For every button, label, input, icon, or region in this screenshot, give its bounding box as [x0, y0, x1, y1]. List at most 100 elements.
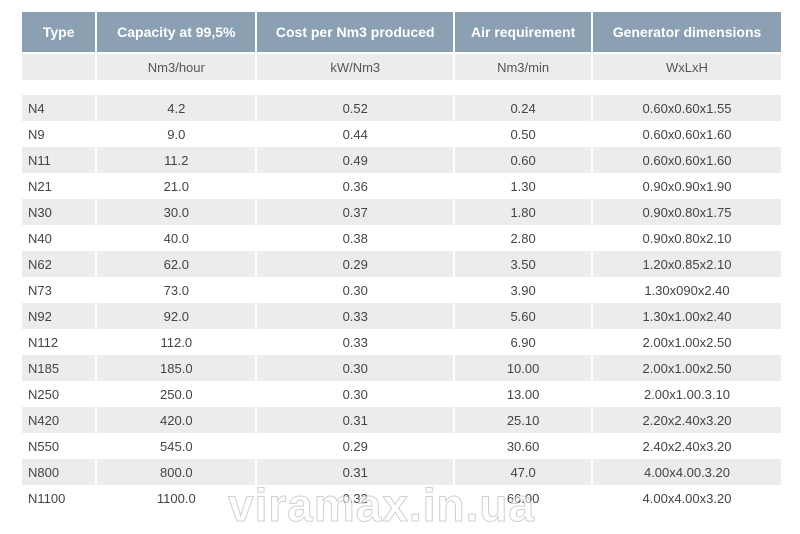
cell-capacity: 4.2 [97, 95, 256, 121]
table-row: N185 185.0 0.30 10.00 2.00x1.00x2.50 [22, 355, 781, 381]
cell-cost: 0.31 [257, 459, 454, 485]
cell-air: 0.60 [455, 147, 591, 173]
header-air: Air requirement [455, 12, 591, 54]
cell-cost: 0.31 [257, 407, 454, 433]
cell-type: N73 [22, 277, 96, 303]
cell-type: N21 [22, 173, 96, 199]
cell-type: N250 [22, 381, 96, 407]
cell-cost: 0.30 [257, 381, 454, 407]
cell-air: 3.90 [455, 277, 591, 303]
cell-dimensions: 0.60x0.60x1.60 [592, 147, 781, 173]
cell-dimensions: 0.60x0.60x1.60 [592, 121, 781, 147]
cell-capacity: 1100.0 [97, 485, 256, 511]
header-spacer [22, 80, 781, 95]
cell-capacity: 92.0 [97, 303, 256, 329]
table-row: N21 21.0 0.36 1.30 0.90x0.90x1.90 [22, 173, 781, 199]
cell-capacity: 185.0 [97, 355, 256, 381]
cell-capacity: 250.0 [97, 381, 256, 407]
cell-cost: 0.30 [257, 277, 454, 303]
cell-cost: 0.33 [257, 303, 454, 329]
cell-type: N9 [22, 121, 96, 147]
header-cost: Cost per Nm3 produced [257, 12, 454, 54]
cell-dimensions: 4.00x4.00x3.20 [592, 485, 781, 511]
table-body: N4 4.2 0.52 0.24 0.60x0.60x1.55 N9 9.0 0.44 0.50… [22, 95, 781, 511]
cell-air: 5.60 [455, 303, 591, 329]
unit-cost: kW/Nm3 [257, 54, 454, 80]
table-row: N1100 1100.0 0.32 66.00 4.00x4.00x3.20 [22, 485, 781, 511]
table-row: N73 73.0 0.30 3.90 1.30x090x2.40 [22, 277, 781, 303]
unit-air: Nm3/min [455, 54, 591, 80]
cell-capacity: 545.0 [97, 433, 256, 459]
cell-dimensions: 4.00x4.00.3.20 [592, 459, 781, 485]
cell-air: 0.24 [455, 95, 591, 121]
cell-type: N30 [22, 199, 96, 225]
cell-cost: 0.49 [257, 147, 454, 173]
cell-capacity: 420.0 [97, 407, 256, 433]
cell-capacity: 9.0 [97, 121, 256, 147]
cell-air: 2.80 [455, 225, 591, 251]
cell-air: 1.30 [455, 173, 591, 199]
cell-air: 1.80 [455, 199, 591, 225]
header-type: Type [22, 12, 96, 54]
cell-capacity: 30.0 [97, 199, 256, 225]
cell-cost: 0.44 [257, 121, 454, 147]
cell-air: 25.10 [455, 407, 591, 433]
cell-type: N1100 [22, 485, 96, 511]
cell-type: N11 [22, 147, 96, 173]
cell-type: N92 [22, 303, 96, 329]
cell-capacity: 800.0 [97, 459, 256, 485]
cell-cost: 0.52 [257, 95, 454, 121]
cell-type: N112 [22, 329, 96, 355]
cell-cost: 0.32 [257, 485, 454, 511]
cell-type: N40 [22, 225, 96, 251]
header-row: Type Capacity at 99,5% Cost per Nm3 prod… [22, 12, 781, 54]
cell-capacity: 11.2 [97, 147, 256, 173]
cell-dimensions: 2.20x2.40x3.20 [592, 407, 781, 433]
table-row: N550 545.0 0.29 30.60 2.40x2.40x3.20 [22, 433, 781, 459]
cell-cost: 0.36 [257, 173, 454, 199]
cell-capacity: 21.0 [97, 173, 256, 199]
table-row: N800 800.0 0.31 47.0 4.00x4.00.3.20 [22, 459, 781, 485]
cell-dimensions: 2.40x2.40x3.20 [592, 433, 781, 459]
generator-spec-table: Type Capacity at 99,5% Cost per Nm3 prod… [20, 12, 783, 511]
table-row: N250 250.0 0.30 13.00 2.00x1.00.3.10 [22, 381, 781, 407]
cell-cost: 0.37 [257, 199, 454, 225]
unit-type [22, 54, 96, 80]
cell-type: N420 [22, 407, 96, 433]
cell-capacity: 73.0 [97, 277, 256, 303]
cell-capacity: 112.0 [97, 329, 256, 355]
cell-dimensions: 1.20x0.85x2.10 [592, 251, 781, 277]
cell-air: 3.50 [455, 251, 591, 277]
cell-type: N800 [22, 459, 96, 485]
cell-dimensions: 2.00x1.00x2.50 [592, 329, 781, 355]
unit-dimensions: WxLxH [592, 54, 781, 80]
cell-dimensions: 0.60x0.60x1.55 [592, 95, 781, 121]
cell-capacity: 62.0 [97, 251, 256, 277]
cell-air: 30.60 [455, 433, 591, 459]
table-row: N11 11.2 0.49 0.60 0.60x0.60x1.60 [22, 147, 781, 173]
cell-dimensions: 2.00x1.00x2.50 [592, 355, 781, 381]
cell-cost: 0.30 [257, 355, 454, 381]
cell-dimensions: 1.30x090x2.40 [592, 277, 781, 303]
table-row: N62 62.0 0.29 3.50 1.20x0.85x2.10 [22, 251, 781, 277]
cell-air: 47.0 [455, 459, 591, 485]
cell-type: N550 [22, 433, 96, 459]
header-dimensions: Generator dimensions [592, 12, 781, 54]
cell-type: N62 [22, 251, 96, 277]
table-row: N40 40.0 0.38 2.80 0.90x0.80x2.10 [22, 225, 781, 251]
table-row: N420 420.0 0.31 25.10 2.20x2.40x3.20 [22, 407, 781, 433]
unit-capacity: Nm3/hour [97, 54, 256, 80]
cell-air: 6.90 [455, 329, 591, 355]
table-row: N112 112.0 0.33 6.90 2.00x1.00x2.50 [22, 329, 781, 355]
units-row: Nm3/hour kW/Nm3 Nm3/min WxLxH [22, 54, 781, 80]
cell-capacity: 40.0 [97, 225, 256, 251]
cell-air: 66.00 [455, 485, 591, 511]
table-row: N4 4.2 0.52 0.24 0.60x0.60x1.55 [22, 95, 781, 121]
table-row: N9 9.0 0.44 0.50 0.60x0.60x1.60 [22, 121, 781, 147]
cell-dimensions: 2.00x1.00.3.10 [592, 381, 781, 407]
cell-type: N185 [22, 355, 96, 381]
cell-cost: 0.38 [257, 225, 454, 251]
cell-cost: 0.29 [257, 433, 454, 459]
cell-dimensions: 0.90x0.80x1.75 [592, 199, 781, 225]
cell-cost: 0.33 [257, 329, 454, 355]
